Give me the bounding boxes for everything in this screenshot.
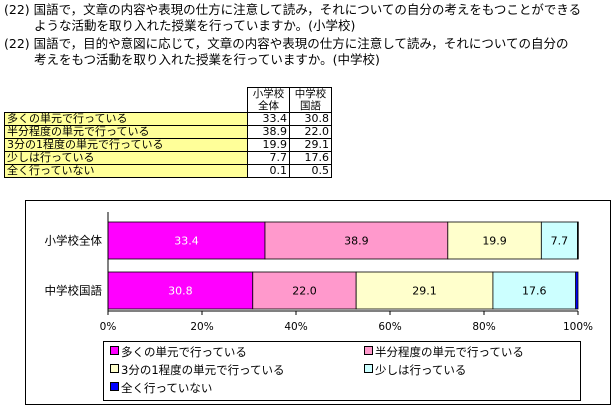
bar-segment [575,271,579,310]
chart-frame [25,200,611,405]
column-header-line: 全体 [258,100,279,112]
chart-legend: 多くの単元で行っている 半分程度の単元で行っている 3分の1程度の単元で行っている 少… [103,341,581,401]
x-tick-label: 40% [284,321,307,333]
data-label: 7.7 [551,235,569,248]
question-line: (22) 国語で，文章の内容や表現の仕方に注意して読み，それについての自分の考え… [4,2,582,17]
legend-item: 少しは行っている [364,363,466,377]
bar-segment [540,221,578,260]
table-row: 半分程度の単元で行っている 38.9 22.0 [4,125,332,139]
row-value-elementary: 0.1 [247,164,290,178]
row-label: 多くの単元で行っている [4,112,248,126]
question-22-junior-high: (22) 国語で，目的や意図に応じて，文章の内容や表現の仕方に注意して読み，それ… [4,36,569,68]
x-tick-label: 100% [563,321,593,333]
column-header-line: 小学校 [252,88,285,100]
column-header-line: 国語 [300,100,321,112]
question-22-elementary: (22) 国語で，文章の内容や表現の仕方に注意して読み，それについての自分の考え… [4,2,581,34]
row-label: 半分程度の単元で行っている [4,125,248,139]
bar-segment [447,221,542,260]
category-label: 小学校全体 [45,234,103,248]
question-line: ような活動を取り入れた授業を行っていますか。(小学校) [34,18,356,33]
bar-segment [252,271,357,310]
x-tick-label: 80% [472,321,495,333]
legend-swatch [364,346,373,355]
bar-segment [355,271,494,310]
bar-segment [264,221,449,260]
summary-table: 小学校 全体 中学校 国語 多くの単元で行っている 33.4 30.8 半分程度… [4,87,332,178]
category-label: 中学校国語 [45,284,103,298]
column-header-junior-high: 中学校 国語 [289,87,332,113]
row-value-elementary: 38.9 [247,125,290,139]
data-label: 30.8 [168,285,193,298]
table-row: 多くの単元で行っている 33.4 30.8 [4,112,332,126]
legend-label: 少しは行っている [375,363,467,377]
legend-label: 半分程度の単元で行っている [375,345,524,359]
row-value-elementary: 7.7 [247,151,290,165]
row-value-junior-high: 0.5 [289,164,332,178]
row-value-junior-high: 29.1 [289,138,332,152]
row-label: 全く行っていない [4,164,248,178]
question-line: 考えをもつ活動を取り入れた授業を行っていますか。(中学校) [34,52,380,67]
question-line: (22) 国語で，目的や意図に応じて，文章の内容や表現の仕方に注意して読み，それ… [4,36,569,51]
table-corner [4,87,248,113]
legend-swatch [110,346,119,355]
row-label: 少しは行っている [4,151,248,165]
data-label: 33.4 [174,235,199,248]
data-label: 22.0 [292,285,317,298]
x-tick-label: 0% [100,321,117,333]
legend-item: 半分程度の単元で行っている [364,345,524,359]
data-label: 38.9 [344,235,369,248]
bar-segment [577,221,579,260]
row-value-junior-high: 22.0 [289,125,332,139]
bar-segment [492,271,577,310]
legend-swatch [110,364,119,373]
legend-label: 多くの単元で行っている [121,345,247,359]
row-value-junior-high: 30.8 [289,112,332,126]
x-tick-label: 60% [378,321,401,333]
table-row: 少しは行っている 7.7 17.6 [4,151,332,165]
legend-swatch [110,382,119,391]
x-tick-label: 20% [190,321,213,333]
legend-label: 3分の1程度の単元で行っている [121,363,285,377]
data-label: 17.6 [522,285,547,298]
table-row: 全く行っていない 0.1 0.5 [4,164,332,178]
legend-item: 多くの単元で行っている [110,345,247,359]
legend-item: 3分の1程度の単元で行っている [110,363,285,377]
legend-label: 全く行っていない [121,381,213,395]
legend-swatch [364,364,373,373]
data-label: 19.9 [482,235,507,248]
column-header-line: 中学校 [294,88,327,100]
legend-item: 全く行っていない [110,381,212,395]
row-value-junior-high: 17.6 [289,151,332,165]
data-label: 29.1 [412,285,437,298]
